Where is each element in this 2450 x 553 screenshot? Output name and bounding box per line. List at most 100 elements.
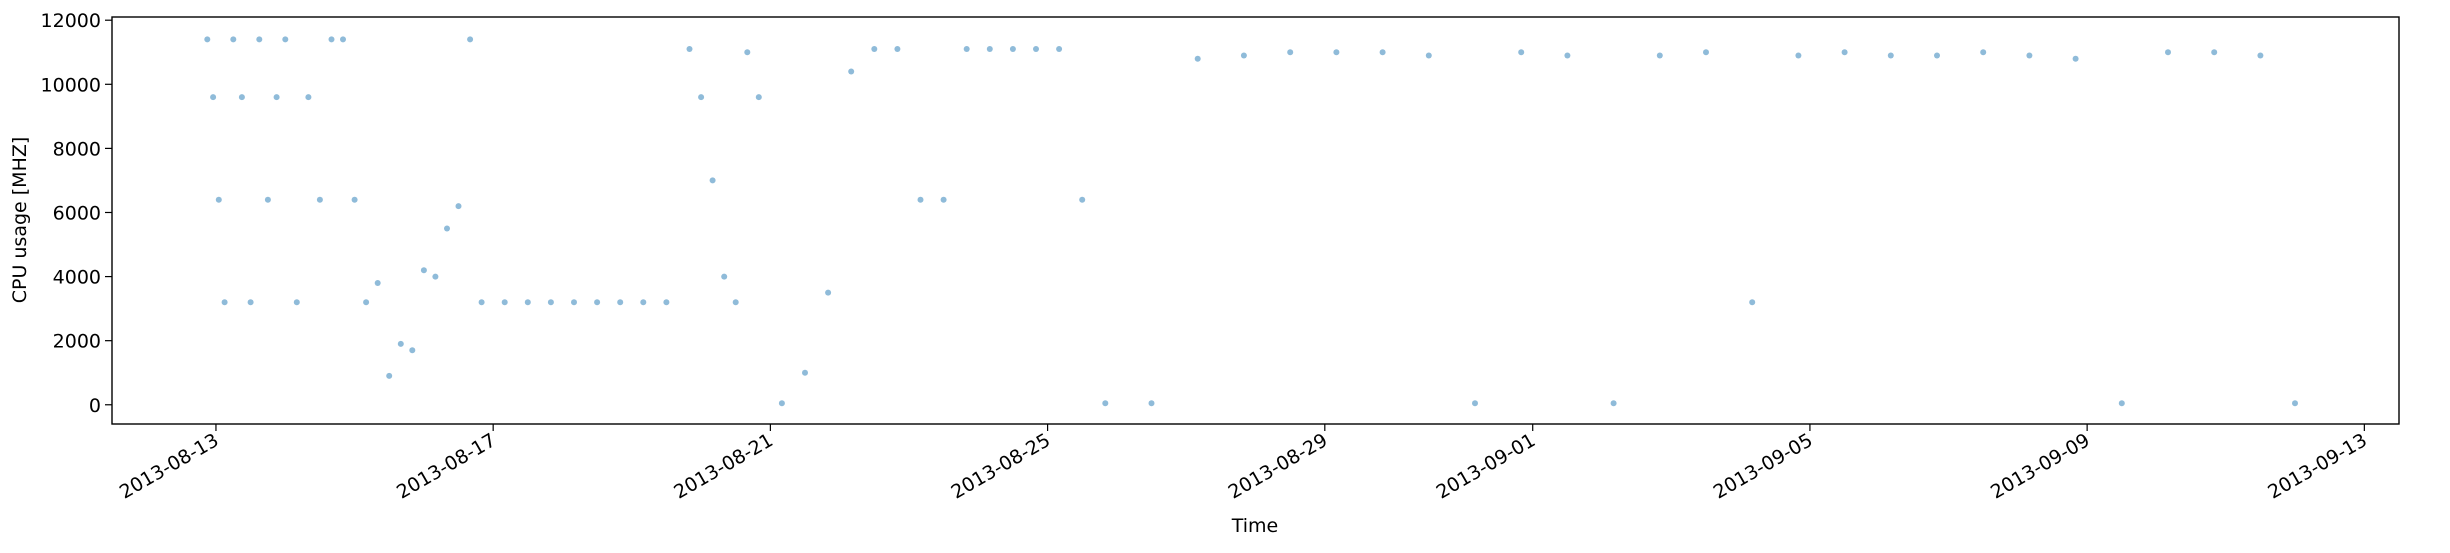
data-point	[210, 94, 217, 101]
x-tick-label: 2013-09-05	[1710, 429, 1817, 503]
data-point	[640, 299, 647, 306]
data-point	[230, 36, 237, 43]
data-point	[256, 36, 263, 43]
y-axis-ticks: 0 2000 4000 6000 8000 10000 12000	[41, 10, 112, 417]
data-point	[848, 68, 855, 75]
data-point	[698, 94, 705, 101]
x-axis-ticks: 2013-08-13 2013-08-17 2013-08-21 2013-08-25…	[116, 424, 2371, 504]
data-point	[1980, 49, 1987, 56]
x-tick-label: 2013-08-13	[116, 429, 223, 503]
y-tick-label: 10000	[41, 74, 101, 96]
data-point	[1564, 52, 1571, 59]
data-point	[744, 49, 751, 56]
data-point	[247, 299, 254, 306]
data-point	[1749, 299, 1756, 306]
data-point	[1795, 52, 1802, 59]
y-tick-label: 2000	[53, 331, 101, 353]
data-point	[963, 46, 970, 52]
data-point	[478, 299, 485, 306]
y-tick-label: 4000	[53, 267, 101, 289]
data-point	[264, 196, 271, 203]
data-point	[894, 46, 901, 52]
data-point	[1472, 400, 1478, 407]
data-point	[2165, 49, 2171, 56]
data-point	[386, 372, 393, 379]
data-point	[825, 289, 832, 296]
data-point	[444, 225, 450, 232]
data-point	[215, 196, 222, 203]
data-point	[273, 94, 280, 101]
data-point	[709, 177, 716, 184]
data-point	[1148, 400, 1155, 407]
scatter-points	[204, 36, 2298, 407]
data-point	[2118, 400, 2125, 407]
data-point	[221, 299, 228, 306]
data-point	[455, 203, 462, 210]
data-point	[917, 196, 924, 203]
data-point	[409, 347, 416, 354]
data-point	[721, 273, 728, 280]
data-point	[594, 299, 601, 306]
data-point	[686, 46, 693, 52]
data-point	[432, 273, 439, 280]
data-point	[547, 299, 554, 306]
data-point	[1841, 49, 1848, 56]
data-point	[328, 36, 335, 43]
data-point	[1333, 49, 1340, 56]
data-point	[2026, 52, 2033, 59]
data-point	[1887, 52, 1894, 59]
data-point	[2257, 52, 2264, 59]
data-point	[1102, 400, 1109, 407]
plot-area-frame	[111, 16, 2400, 425]
data-point	[1703, 49, 1709, 56]
data-point	[1240, 52, 1247, 59]
data-point	[363, 299, 370, 306]
data-point	[340, 36, 346, 43]
data-point	[617, 299, 624, 306]
x-tick-label: 2013-09-13	[2264, 429, 2371, 503]
data-point	[1033, 46, 1039, 52]
data-point	[2292, 400, 2298, 407]
data-point	[282, 36, 289, 43]
data-point	[1656, 52, 1663, 59]
data-point	[986, 46, 993, 52]
data-point	[802, 369, 808, 376]
data-point	[501, 299, 508, 306]
x-tick-label: 2013-08-29	[1225, 429, 1332, 503]
data-point	[755, 94, 762, 101]
x-tick-label: 2013-08-17	[393, 429, 500, 503]
y-axis-label: CPU usage [MHZ]	[9, 137, 31, 304]
x-axis-label: Time	[1231, 515, 1279, 537]
data-point	[2072, 55, 2079, 62]
data-point	[420, 267, 427, 274]
data-point	[1934, 52, 1940, 59]
y-tick-label: 8000	[53, 138, 101, 160]
data-point	[778, 400, 785, 407]
y-tick-label: 12000	[41, 10, 101, 32]
data-point	[1079, 196, 1086, 203]
data-point	[374, 280, 381, 286]
data-point	[351, 196, 358, 203]
data-point	[2211, 49, 2218, 56]
data-point	[1518, 49, 1525, 56]
data-point	[524, 299, 531, 306]
x-tick-label: 2013-09-09	[1987, 429, 2094, 503]
data-point	[571, 299, 577, 306]
data-point	[940, 196, 947, 203]
data-point	[397, 340, 404, 347]
data-point	[1610, 400, 1617, 407]
data-point	[663, 299, 670, 306]
x-tick-label: 2013-08-25	[947, 429, 1054, 503]
data-point	[1379, 49, 1386, 56]
data-point	[204, 36, 211, 43]
data-point	[1425, 52, 1432, 59]
data-point	[305, 94, 312, 101]
data-point	[1009, 46, 1016, 52]
data-point	[316, 196, 323, 203]
data-point	[467, 36, 474, 43]
data-point	[293, 299, 300, 306]
data-point	[871, 46, 878, 52]
data-point	[1056, 46, 1063, 52]
data-point	[238, 94, 245, 101]
